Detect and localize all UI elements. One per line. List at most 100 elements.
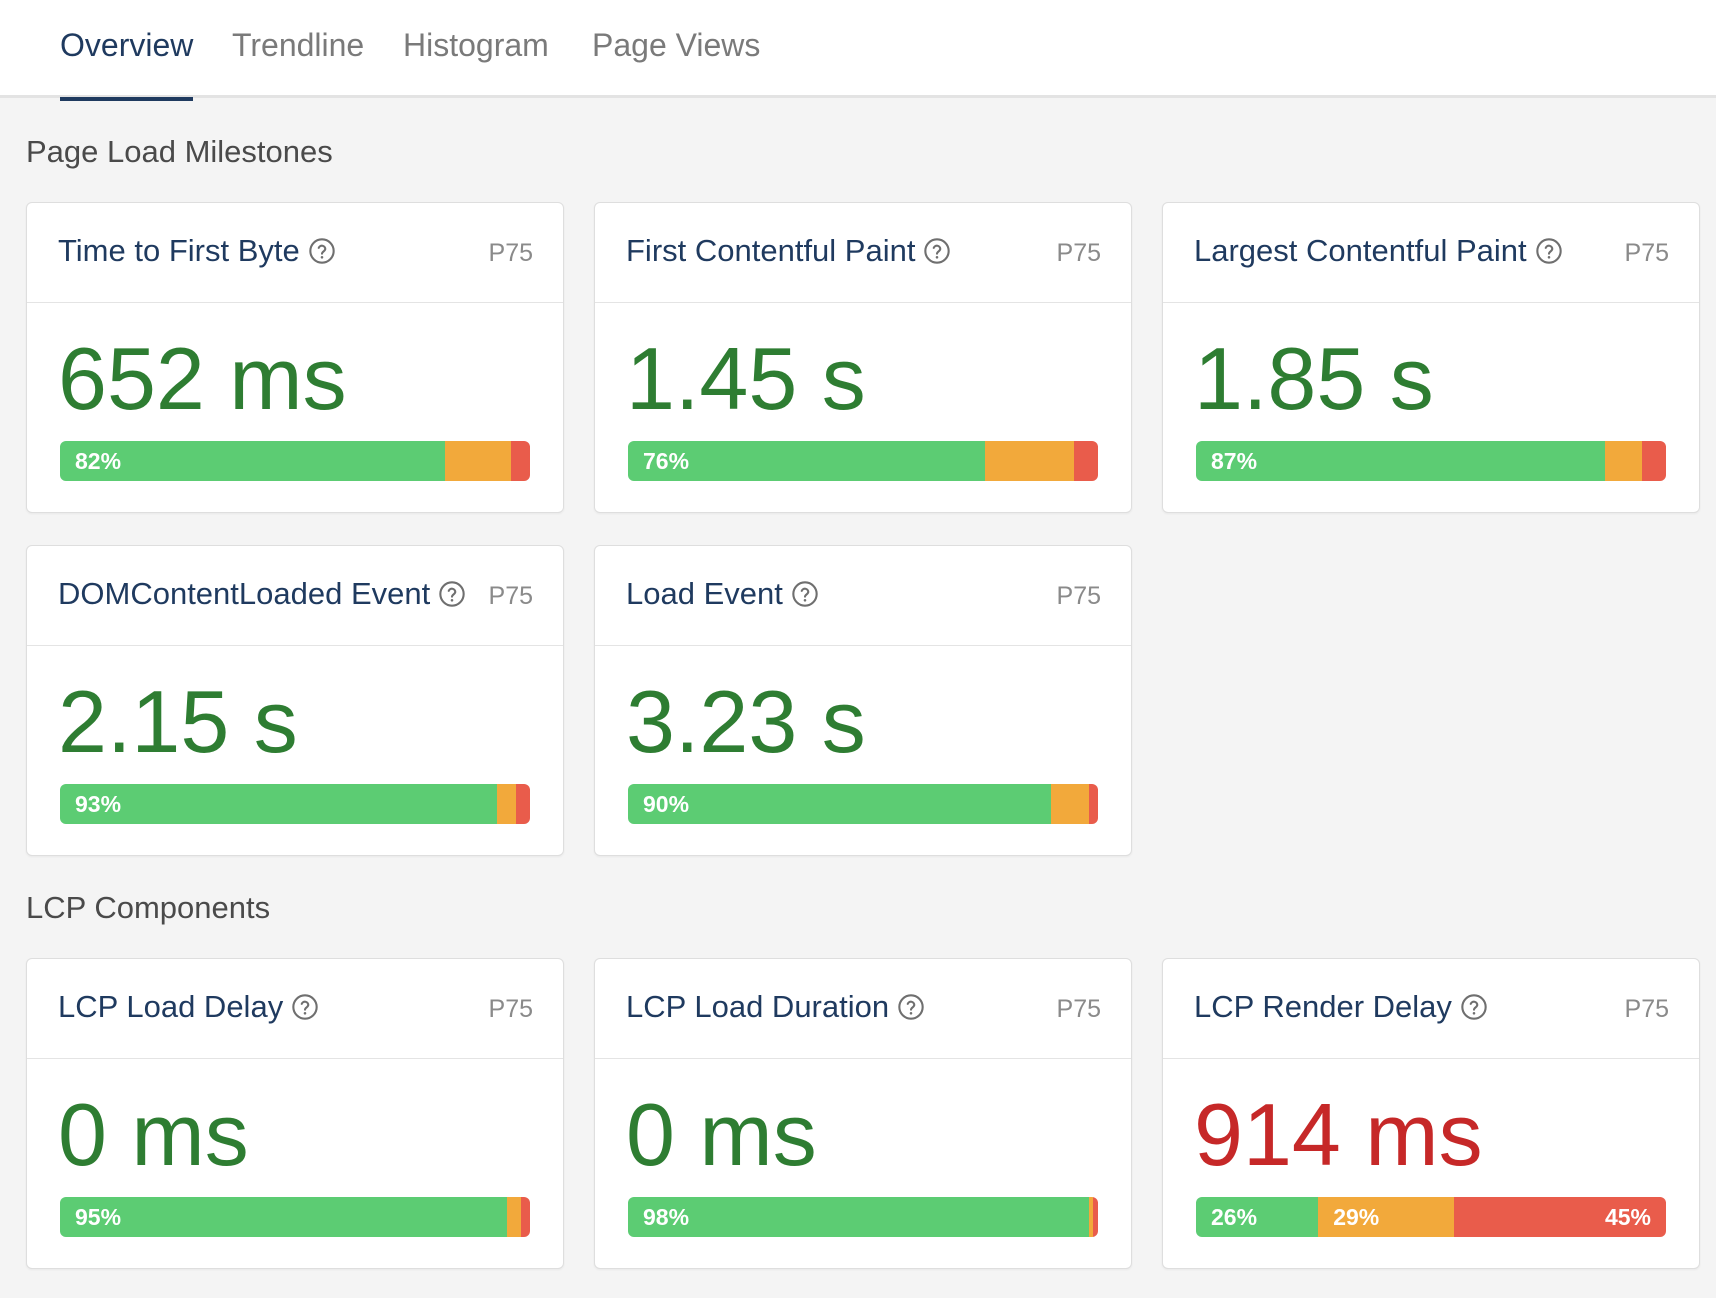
segment-percent-label: 26% [1211,1204,1258,1230]
needs-improvement-segment: 29% [1318,1197,1455,1237]
help-circle-icon[interactable] [791,580,819,608]
tab-histogram-label: Histogram [403,27,549,63]
card-header: First Contentful Paint P75 [595,203,1131,303]
active-tab-indicator [60,97,194,101]
needs-improvement-segment [1088,1197,1094,1237]
percentile-tag: P75 [1056,582,1101,610]
poor-segment [511,441,530,481]
help-circle-icon[interactable] [897,993,925,1021]
distribution-bar[interactable]: 26% 29% 45% [1196,1197,1666,1237]
card-title-wrap: Load Event [626,576,819,612]
card-title: Time to First Byte [58,233,300,268]
card-title-wrap: Time to First Byte [58,233,336,269]
metric-card-lcp-load-duration: LCP Load Duration P75 0 ms 98% [594,958,1132,1269]
tab-overview-label: Overview [60,27,194,63]
metric-value: 3.23 s [626,672,866,771]
percentile-tag: P75 [1624,239,1669,267]
distribution-bar[interactable]: 93% [60,784,530,824]
help-circle-icon[interactable] [1535,237,1563,265]
card-title-wrap: DOMContentLoaded Event [58,576,466,612]
card-title: LCP Load Duration [626,989,890,1024]
needs-improvement-segment [985,441,1075,481]
card-title: First Contentful Paint [626,233,916,268]
metric-card-fcp: First Contentful Paint P75 1.45 s 76% [594,202,1132,513]
percentile-tag: P75 [488,995,533,1023]
metric-card-load-event: Load Event P75 3.23 s 90% [594,545,1132,856]
distribution-bar[interactable]: 87% [1196,441,1666,481]
percentile-tag: P75 [1056,239,1101,267]
poor-segment: 45% [1454,1197,1666,1237]
segment-percent-label: 98% [643,1204,690,1230]
percentile-tag: P75 [1624,995,1669,1023]
section-title-milestones: Page Load Milestones [26,134,333,169]
poor-segment [1074,441,1098,481]
tab-trendline[interactable]: Trendline [232,0,364,98]
help-circle-icon[interactable] [1460,993,1488,1021]
card-header: Load Event P75 [595,546,1131,646]
poor-segment [1093,1197,1098,1237]
metric-card-ttfb: Time to First Byte P75 652 ms 82% [26,202,564,513]
card-header: LCP Load Delay P75 [27,959,563,1059]
card-header: LCP Load Duration P75 [595,959,1131,1059]
metric-value: 1.45 s [626,329,866,428]
help-circle-icon[interactable] [438,580,466,608]
percentile-tag: P75 [488,239,533,267]
good-segment: 82% [60,441,446,481]
help-circle-icon[interactable] [291,993,319,1021]
segment-percent-label: 45% [1604,1204,1651,1230]
tab-bar: Overview Trendline Histogram Page Views [0,0,1716,101]
card-title-wrap: LCP Load Delay [58,989,319,1025]
good-segment: 90% [628,784,1051,824]
card-title-wrap: Largest Contentful Paint [1194,233,1563,269]
good-segment: 76% [628,441,986,481]
needs-improvement-segment [1051,784,1089,824]
metric-card-lcp: Largest Contentful Paint P75 1.85 s 87% [1162,202,1700,513]
percentile-tag: P75 [1056,995,1101,1023]
segment-percent-label: 93% [75,791,122,817]
poor-segment [515,784,530,824]
card-title-wrap: LCP Render Delay [1194,989,1488,1025]
needs-improvement-segment [1604,441,1643,481]
tab-page-views-label: Page Views [592,27,761,63]
good-segment: 95% [60,1197,507,1237]
good-segment: 26% [1196,1197,1319,1237]
card-title: Load Event [626,576,783,611]
help-circle-icon[interactable] [923,237,951,265]
distribution-bar[interactable]: 76% [628,441,1098,481]
good-segment: 87% [1196,441,1605,481]
good-segment: 93% [60,784,498,824]
card-header: Largest Contentful Paint P75 [1163,203,1699,303]
metric-value: 2.15 s [58,672,298,771]
metric-card-lcp-render-delay: LCP Render Delay P75 914 ms 26% 29% 45% [1162,958,1700,1269]
needs-improvement-segment [445,441,512,481]
poor-segment [1642,441,1666,481]
segment-percent-label: 87% [1211,448,1258,474]
distribution-bar[interactable]: 95% [60,1197,530,1237]
card-title: DOMContentLoaded Event [58,576,431,611]
section-title-lcp-components: LCP Components [26,890,271,925]
distribution-bar[interactable]: 82% [60,441,530,481]
percentile-tag: P75 [488,582,533,610]
tab-histogram[interactable]: Histogram [403,0,549,98]
poor-segment [1088,784,1098,824]
card-title: LCP Load Delay [58,989,284,1024]
tab-trendline-label: Trendline [232,27,365,63]
card-header: DOMContentLoaded Event P75 [27,546,563,646]
metric-value: 914 ms [1194,1085,1483,1184]
metric-value: 1.85 s [1194,329,1434,428]
tab-page-views[interactable]: Page Views [592,0,760,98]
metric-value: 652 ms [58,329,347,428]
segment-percent-label: 76% [643,448,690,474]
help-circle-icon[interactable] [308,237,336,265]
segment-percent-label: 29% [1333,1204,1380,1230]
tab-overview[interactable]: Overview [60,0,194,101]
good-segment: 98% [628,1197,1089,1237]
metric-card-lcp-load-delay: LCP Load Delay P75 0 ms 95% [26,958,564,1269]
distribution-bar[interactable]: 98% [628,1197,1098,1237]
metric-value: 0 ms [58,1085,249,1184]
card-title-wrap: LCP Load Duration [626,989,925,1025]
distribution-bar[interactable]: 90% [628,784,1098,824]
segment-percent-label: 82% [75,448,122,474]
needs-improvement-segment [497,784,516,824]
card-header: LCP Render Delay P75 [1163,959,1699,1059]
